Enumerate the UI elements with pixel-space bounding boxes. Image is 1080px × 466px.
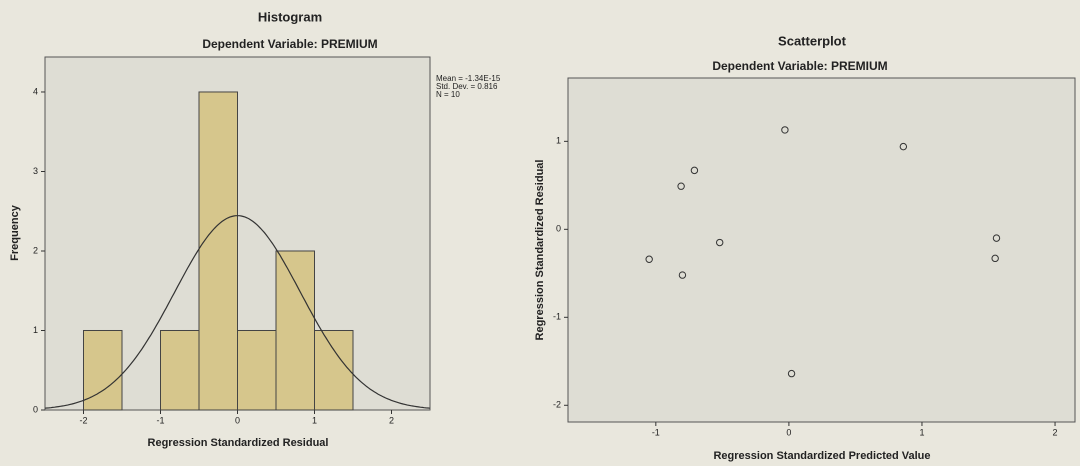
point xyxy=(991,254,999,263)
y-tick-label: 0 xyxy=(33,404,38,414)
bar xyxy=(314,329,354,411)
point xyxy=(716,238,724,247)
point xyxy=(678,271,687,279)
bar xyxy=(275,250,315,411)
y-tick-label: 1 xyxy=(556,136,561,146)
x-tick-label: -2 xyxy=(79,415,87,425)
x-axis-label: Regression Standardized Predicted Value xyxy=(713,450,930,462)
annotation: Mean = -1.34E-15 xyxy=(436,74,501,83)
chart-subtitle: Dependent Variable: PREMIUM xyxy=(712,59,887,73)
chart-title: Histogram xyxy=(258,9,322,24)
y-tick-label: 1 xyxy=(33,325,38,335)
y-tick-label: 0 xyxy=(556,224,561,234)
point xyxy=(781,126,789,134)
plot-area xyxy=(567,77,1076,423)
x-tick-label: 0 xyxy=(786,427,791,437)
y-axis-label: Frequency xyxy=(9,204,21,261)
bar xyxy=(198,91,238,411)
point xyxy=(787,369,796,378)
bar xyxy=(83,329,123,411)
bar xyxy=(237,329,277,411)
x-tick-label: 2 xyxy=(1053,427,1058,437)
y-axis-label: Regression Standardized Residual xyxy=(534,160,546,341)
bar xyxy=(160,329,200,411)
point xyxy=(992,234,1001,242)
y-tick-label: -1 xyxy=(553,312,561,322)
point xyxy=(899,142,908,151)
x-tick-label: 2 xyxy=(389,415,394,425)
point xyxy=(677,182,685,190)
x-tick-label: -1 xyxy=(156,415,164,425)
point xyxy=(645,255,653,263)
y-tick-label: -2 xyxy=(553,400,561,410)
annotation: Std. Dev. = 0.816 xyxy=(436,82,498,91)
x-tick-label: -1 xyxy=(652,427,660,437)
y-tick-label: 3 xyxy=(33,166,38,176)
x-tick-label: 1 xyxy=(919,427,924,437)
y-tick-label: 2 xyxy=(33,245,38,255)
chart-title: Scatterplot xyxy=(778,33,847,48)
annotation: N = 10 xyxy=(436,90,460,99)
y-tick-label: 4 xyxy=(33,86,38,96)
normal-curve xyxy=(44,215,431,409)
x-axis-label: Regression Standardized Residual xyxy=(148,437,329,449)
chart-subtitle: Dependent Variable: PREMIUM xyxy=(202,37,377,51)
x-tick-label: 0 xyxy=(235,415,240,425)
x-tick-label: 1 xyxy=(312,415,317,425)
point xyxy=(690,166,699,175)
